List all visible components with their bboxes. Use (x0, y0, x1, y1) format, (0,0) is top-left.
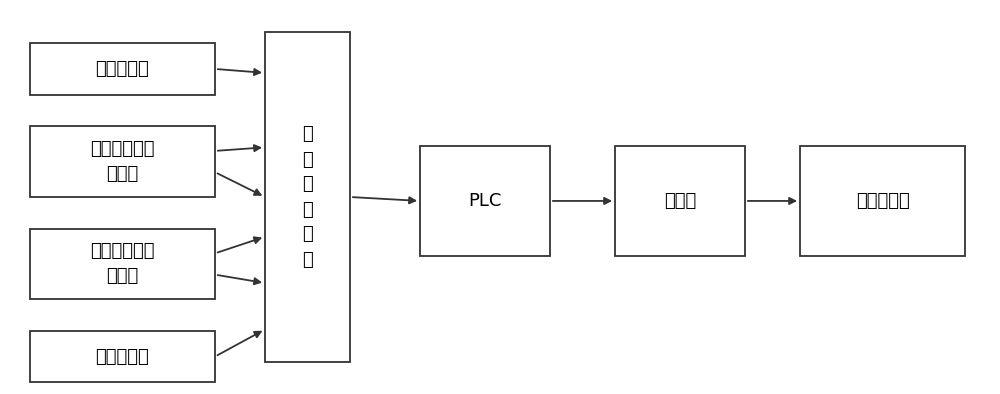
Text: 进口总磷在线
分析仪: 进口总磷在线 分析仪 (90, 140, 155, 183)
FancyBboxPatch shape (30, 229, 215, 299)
Text: 变频器: 变频器 (664, 192, 696, 210)
Text: 加药流量计: 加药流量计 (96, 348, 149, 366)
Text: 进水流量计: 进水流量计 (96, 60, 149, 78)
FancyBboxPatch shape (265, 32, 350, 362)
FancyBboxPatch shape (30, 43, 215, 95)
Text: 出口总磷在线
分析仪: 出口总磷在线 分析仪 (90, 242, 155, 286)
FancyBboxPatch shape (30, 126, 215, 197)
FancyBboxPatch shape (615, 146, 745, 256)
FancyBboxPatch shape (420, 146, 550, 256)
FancyBboxPatch shape (800, 146, 965, 256)
Text: 磷
分
析
计
算
机: 磷 分 析 计 算 机 (302, 126, 313, 268)
FancyBboxPatch shape (30, 331, 215, 382)
Text: 隔膜加药泵: 隔膜加药泵 (856, 192, 909, 210)
Text: PLC: PLC (468, 192, 502, 210)
